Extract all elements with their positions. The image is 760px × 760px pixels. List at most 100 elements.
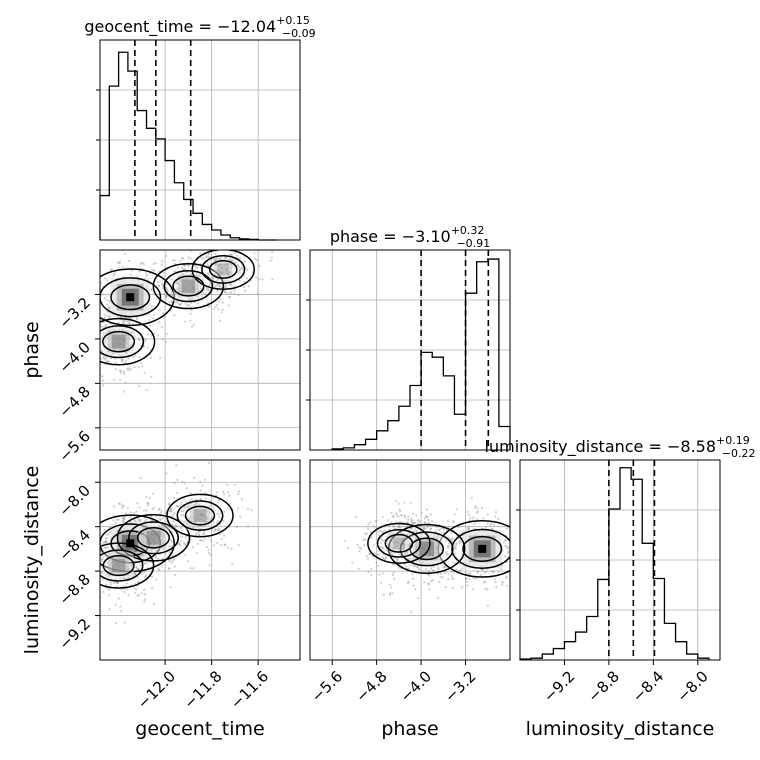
scatter-point [97,342,99,344]
scatter-point [468,577,471,580]
scatter-point [119,577,122,580]
scatter-point [97,314,99,316]
scatter-point [181,535,184,538]
scatter-point [127,593,130,596]
scatter-point [190,325,194,328]
scatter-point [397,537,400,540]
scatter-point [230,284,233,287]
scatter-point [104,297,107,300]
scatter-point [443,565,446,568]
scatter-point [386,519,389,522]
scatter-point [369,552,372,556]
scatter-point [177,296,181,299]
scatter-point [211,276,214,279]
scatter-point [446,519,449,523]
scatter-point [230,547,233,550]
scatter-point [410,611,413,614]
scatter-point [181,272,184,276]
scatter-point [165,254,168,258]
scatter-point [85,366,87,368]
scatter-point [379,537,382,540]
scatter-point [196,518,199,521]
scatter-point [97,580,99,582]
scatter-point [474,505,477,508]
scatter-point [244,246,246,248]
x-tick-label-phase: −4.0 [397,667,435,705]
panel-frame [99,459,301,661]
scatter-point [145,562,148,565]
scatter-point [219,285,222,288]
scatter-point [226,546,229,549]
scatter-point [183,498,186,501]
contour-line [110,284,151,311]
scatter-point [178,287,181,290]
scatter-point [168,502,171,505]
scatter-point [212,277,215,280]
scatter-point [137,366,140,369]
scatter-point [169,538,172,542]
scatter-point [187,505,190,508]
scatter-point [137,581,140,584]
scatter-point [271,251,274,254]
scatter-point [400,532,403,535]
scatter-point [183,287,186,290]
scatter-point [208,284,211,287]
scatter-point [96,302,98,304]
scatter-point [450,531,453,534]
scatter-point [226,483,229,486]
scatter-point [189,319,192,322]
scatter-point [425,515,428,518]
scatter-point [164,511,167,514]
panel-frame [99,39,301,241]
scatter-point [475,577,478,580]
scatter-point [156,334,160,337]
scatter-point [228,273,231,276]
scatter-point [216,491,219,494]
scatter-point [154,556,157,559]
scatter-point [97,514,99,516]
scatter-point [443,565,446,568]
panel-frame [309,459,511,661]
scatter-point [231,259,234,262]
panel-2d-phase-luminosity-distance [310,460,510,660]
scatter-point [109,315,112,318]
scatter-point [204,521,207,524]
scatter-point [184,280,187,283]
scatter-point [120,567,123,570]
scatter-point [474,506,477,509]
scatter-point [191,546,194,549]
scatter-point [358,546,361,549]
scatter-point [172,270,175,273]
scatter-point [124,359,127,362]
scatter-point [141,261,144,264]
scatter-point [243,280,246,283]
scatter-point [390,544,393,547]
scatter-point [136,568,139,571]
scatter-point [213,263,217,266]
contour-line [208,260,238,279]
scatter-point [214,528,217,531]
scatter-point [366,527,369,530]
scatter-point [94,331,96,333]
x-tick-label-geocent-time: −12.0 [134,667,179,712]
scatter-point [200,514,203,517]
scatter-point [137,518,140,521]
y-tick-label-luminosity-distance: −8.8 [56,570,94,608]
scatter-point [199,480,202,483]
scatter-point [205,286,208,290]
scatter-point [202,539,205,543]
scatter-point [147,504,150,507]
scatter-point [94,545,96,547]
scatter-point [178,543,181,546]
contour-line [176,500,224,531]
scatter-point [131,563,134,566]
scatter-point [398,542,401,545]
scatter-point [221,301,224,304]
scatter-point [212,544,215,547]
scatter-point [202,244,204,246]
scatter-point [357,567,360,571]
scatter-point [458,563,461,566]
scatter-point [454,545,457,549]
scatter-point [110,268,113,271]
scatter-point [204,292,207,295]
